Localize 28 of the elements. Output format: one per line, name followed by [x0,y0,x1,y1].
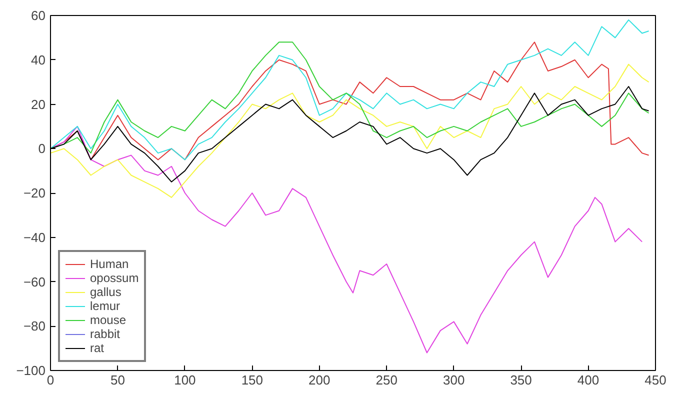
line-series [50,126,643,354]
y-tick-label: −60 [23,274,46,290]
y-tick-label: 40 [31,52,46,68]
legend-label: opossum [90,271,139,285]
legend-label: lemur [90,299,120,313]
x-tick-label: 250 [376,372,398,388]
y-tick-label: 0 [38,141,46,156]
legend-label: Human [90,257,129,271]
x-tick-label: 450 [644,372,666,388]
y-tick-label: −40 [23,230,46,245]
y-tick-label: −100 [16,363,46,378]
x-tick-label: 50 [110,372,125,388]
x-tick-label: 400 [577,372,600,388]
x-tick-label: 150 [241,372,264,388]
x-tick-label: 100 [174,372,196,388]
line-series [50,64,650,198]
y-tick-label: −80 [23,318,46,334]
x-tick-label: 350 [510,372,532,388]
y-tick-label: 20 [31,96,46,112]
legend-label: rabbit [90,327,120,341]
x-tick-label: 300 [442,372,465,388]
legend-label: gallus [90,285,122,299]
x-tick-label: 200 [308,372,330,388]
y-tick-label: −20 [23,186,46,200]
y-tick-label: 60 [31,8,46,23]
line-series [50,19,650,160]
legend-label: rat [90,341,106,355]
legend-label: mouse [90,313,126,327]
